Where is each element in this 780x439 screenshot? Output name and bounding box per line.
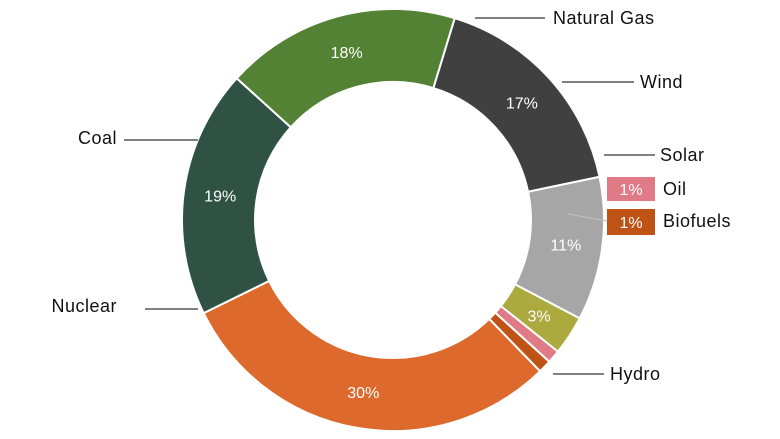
category-label-natural-gas: Natural Gas [553, 8, 655, 28]
category-label-nuclear: Nuclear [51, 296, 117, 316]
slice-hydro [202, 279, 542, 432]
value-label-biofuels: 1% [619, 215, 642, 232]
category-label-oil: Oil [663, 179, 687, 199]
slice-coal [235, 8, 456, 129]
value-label-coal: 18% [331, 45, 363, 62]
value-label-oil: 1% [619, 182, 642, 199]
value-label-wind: 11% [550, 237, 581, 254]
value-label-solar: 3% [527, 309, 550, 326]
leader-line-biofuels [567, 213, 608, 222]
value-label-nuclear: 19% [204, 189, 236, 206]
category-label-coal: Coal [78, 128, 117, 148]
leader-lines [124, 17, 655, 375]
value-badge-oil [607, 177, 655, 201]
value-label-hydro: 30% [347, 385, 379, 402]
value-label-natural-gas: 17% [506, 95, 538, 112]
category-label-wind: Wind [640, 72, 683, 92]
donut-slices [181, 8, 605, 432]
slice-labels: 17% Natural Gas 11% Wind 3% Solar 1% Oil 1% Biofu… [51, 8, 731, 402]
value-badge-biofuels [607, 209, 655, 235]
category-label-hydro: Hydro [610, 364, 661, 384]
category-label-solar: Solar [660, 145, 705, 165]
category-label-biofuels: Biofuels [663, 211, 731, 231]
